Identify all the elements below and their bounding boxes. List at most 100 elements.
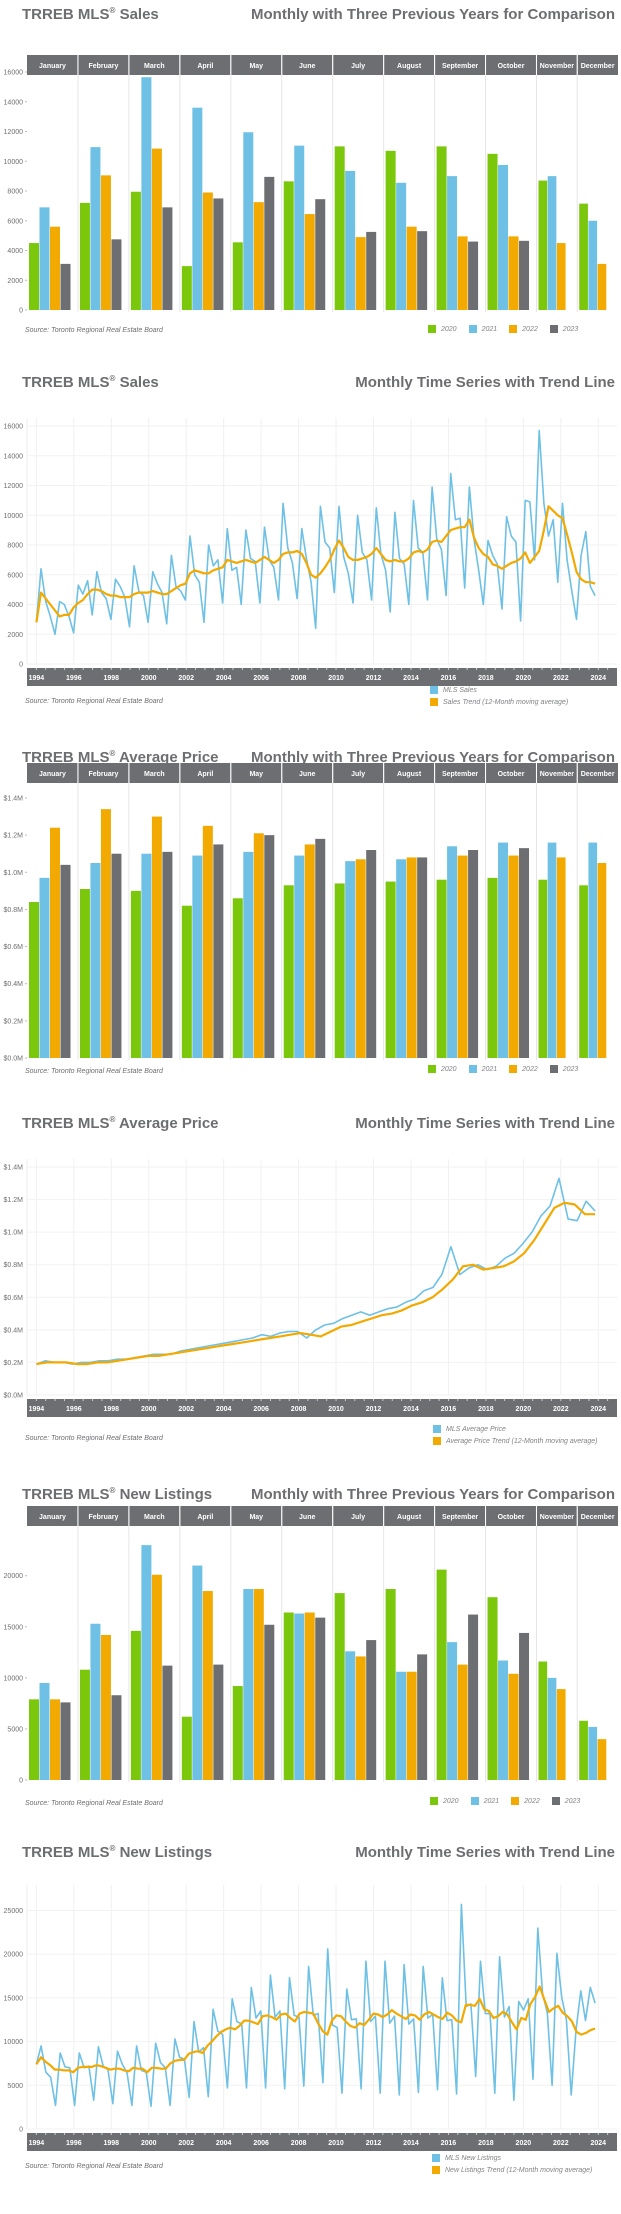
legend-swatch <box>430 698 438 706</box>
chart-title: TRREB MLS® Sales <box>22 6 159 23</box>
title-text: TRREB MLS <box>22 749 110 766</box>
source-note: Source: Toronto Regional Real Estate Boa… <box>25 1068 163 1075</box>
bar-2023 <box>162 851 173 1058</box>
x-tick-label: 1998 <box>103 675 119 682</box>
bar-2020 <box>232 898 243 1058</box>
bar-2023 <box>213 198 224 310</box>
bar-2021 <box>498 1660 509 1780</box>
section-header: TRREB MLS® New Listings Monthly Time Ser… <box>0 1838 621 1868</box>
x-tick-label: 2004 <box>216 2140 232 2147</box>
bar-2021 <box>498 842 509 1058</box>
bar-2021 <box>447 176 458 310</box>
x-tick-label: 1998 <box>103 1406 119 1413</box>
bar-2023 <box>264 1624 275 1780</box>
bar-2022 <box>253 833 264 1058</box>
y-tick-label: $1.0M <box>4 1230 24 1237</box>
legend-label: 2021 <box>481 1065 498 1073</box>
bar-2023 <box>60 864 71 1058</box>
bar-2020 <box>436 879 447 1058</box>
bar-2022 <box>202 825 213 1058</box>
y-tick-label: 10000 <box>4 513 24 520</box>
bar-2021 <box>294 145 305 310</box>
legend-swatch <box>430 686 438 694</box>
y-tick-label: 25000 <box>4 1908 24 1915</box>
bar-2022 <box>253 1589 264 1780</box>
x-tick-label: 2014 <box>403 675 419 682</box>
bar-2022 <box>151 148 162 310</box>
mls-series-line <box>35 429 596 636</box>
bar-2022 <box>508 855 519 1058</box>
bar-2023 <box>417 857 428 1058</box>
bar-2021 <box>547 176 557 310</box>
title-rest: Average Price <box>115 1115 219 1132</box>
bar-2021 <box>447 1642 458 1780</box>
bar-2021 <box>396 182 407 310</box>
bar-2023 <box>111 239 122 310</box>
bar-2023 <box>366 1640 377 1780</box>
month-label: February <box>88 63 118 70</box>
chart-legend: 2020 2021 2022 2023 <box>430 1797 592 1807</box>
bar-2022 <box>406 226 417 310</box>
month-label: April <box>197 1514 213 1521</box>
legend-swatch <box>551 1797 560 1805</box>
bar-2021 <box>141 77 152 310</box>
bar-2020 <box>385 881 396 1058</box>
y-tick-label: 0 <box>19 308 23 315</box>
y-tick-label: 12000 <box>4 483 24 490</box>
bar-2023 <box>213 844 224 1058</box>
x-tick-label: 1996 <box>66 1406 82 1413</box>
bar-2023 <box>315 1617 326 1780</box>
bar-2020 <box>487 1597 498 1780</box>
y-tick-label: $1.0M <box>4 870 24 877</box>
y-tick-label: $0.6M <box>4 1295 24 1302</box>
legend-label: Sales Trend (12-Month moving average) <box>443 698 569 706</box>
y-tick-label: 10000 <box>4 159 24 166</box>
bar-2022 <box>304 1612 315 1780</box>
title-text: TRREB MLS <box>22 1486 110 1503</box>
y-tick-label: 6000 <box>7 572 23 579</box>
chart-subtitle: Monthly Time Series with Trend Line <box>355 374 615 391</box>
listings-comparison-chart: January February March April May June July Augu… <box>4 1506 618 1785</box>
bar-2022 <box>508 1673 519 1780</box>
legend-label: 2022 <box>522 1065 538 1073</box>
month-label: May <box>249 771 263 778</box>
month-label: June <box>299 1514 315 1521</box>
legend-item: 2022 <box>509 1065 538 1073</box>
legend-label: 2022 <box>524 1797 540 1805</box>
registered-mark: ® <box>109 1115 116 1124</box>
bar-2023 <box>162 207 173 310</box>
x-tick-label: 2010 <box>328 2140 344 2147</box>
bar-2021 <box>547 842 557 1058</box>
bar-2020 <box>283 181 294 310</box>
section-header: TRREB MLS® Sales Monthly with Three Prev… <box>0 0 621 30</box>
legend-label: MLS New Listings <box>445 2154 502 2162</box>
bar-2021 <box>192 1565 203 1780</box>
bar-2020 <box>181 1716 192 1780</box>
y-tick-label: 8000 <box>7 543 23 550</box>
x-tick-label: 2002 <box>178 2140 194 2147</box>
bar-2020 <box>79 1669 90 1780</box>
bar-2022 <box>50 226 60 310</box>
bar-2021 <box>243 1589 254 1780</box>
x-tick-label: 2010 <box>328 1406 344 1413</box>
bar-2020 <box>130 191 141 310</box>
y-tick-label: $0.8M <box>4 907 24 914</box>
bar-2020 <box>181 905 192 1058</box>
source-note: Source: Toronto Regional Real Estate Boa… <box>25 1435 163 1442</box>
legend-item: 2020 <box>430 1797 459 1805</box>
x-tick-label: 2014 <box>403 2140 419 2147</box>
y-tick-label: $0.0M <box>4 1393 24 1400</box>
chart-legend: MLS New Listings New Listings Trend (12-M… <box>432 2154 604 2178</box>
bar-2023 <box>519 848 530 1058</box>
title-text: TRREB MLS <box>22 1844 110 1861</box>
legend-item: MLS Average Price <box>433 1425 597 1433</box>
legend-item: 2020 <box>428 1065 457 1073</box>
x-tick-label: 2018 <box>478 1406 494 1413</box>
x-tick-label: 1994 <box>29 2140 45 2147</box>
bar-2023 <box>315 838 326 1058</box>
y-tick-label: 4000 <box>7 602 23 609</box>
y-tick-label: 10000 <box>4 1675 24 1682</box>
month-label: September <box>442 1514 478 1521</box>
bar-2020 <box>385 150 396 310</box>
month-label: January <box>39 771 66 778</box>
